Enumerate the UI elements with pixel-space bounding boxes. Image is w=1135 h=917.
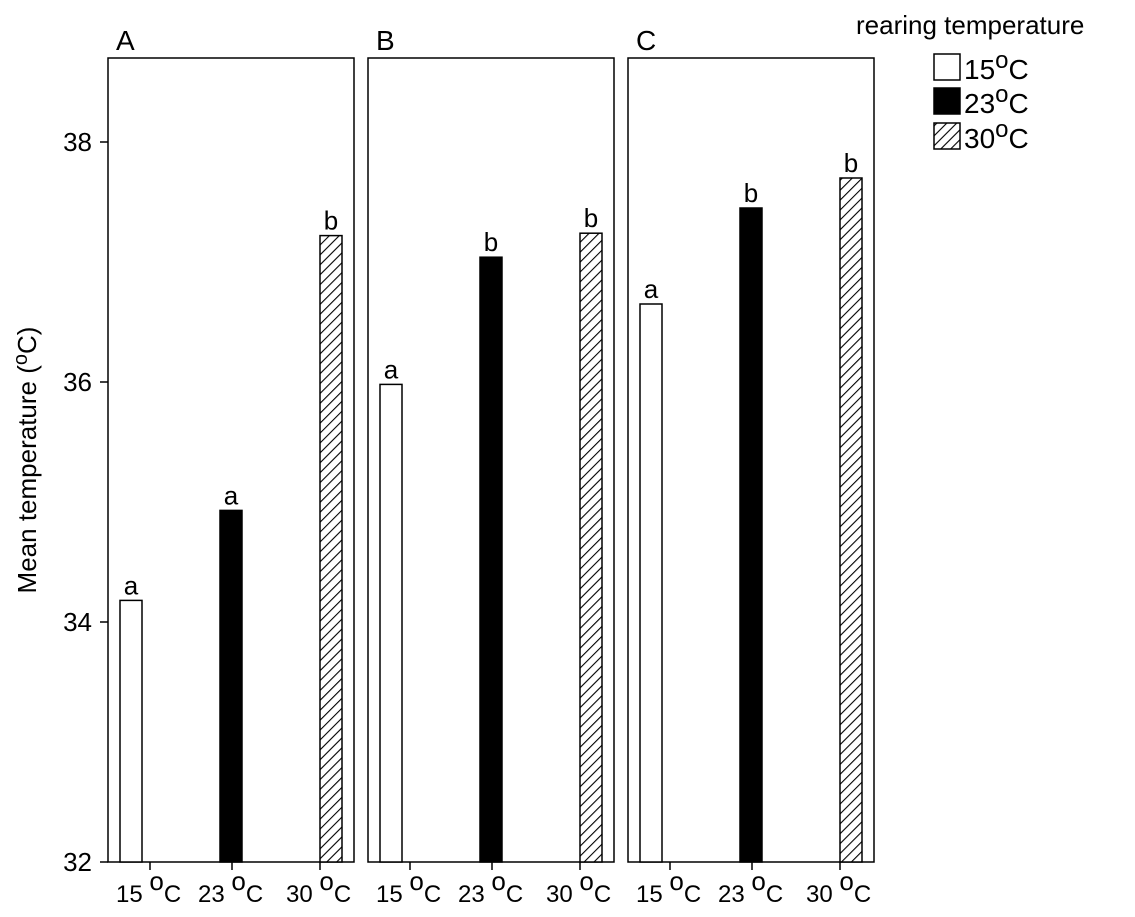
significance-letter: a	[384, 354, 399, 384]
legend-entry-sup: o	[995, 81, 1008, 108]
legend-entry-unit: C	[1009, 54, 1029, 85]
x-tick-label-sup: o	[491, 866, 505, 896]
x-tick-label-sup: o	[669, 866, 683, 896]
x-tick-label: 30 oC	[286, 866, 351, 908]
y-tick-label: 36	[63, 367, 92, 397]
x-tick-label-sup: o	[409, 866, 423, 896]
legend-entry-unit: C	[1009, 88, 1029, 119]
legend-entry-unit: C	[1009, 123, 1029, 154]
x-tick-label: 30 oC	[806, 866, 871, 908]
panel-label: C	[636, 25, 656, 56]
legend-entry: 23oC	[964, 81, 1029, 119]
x-tick-label-num: 30	[286, 881, 319, 908]
x-tick-label: 30 oC	[546, 866, 611, 908]
bar	[219, 509, 243, 863]
x-tick-label-unit: C	[164, 881, 181, 908]
significance-letter: b	[744, 178, 758, 208]
y-axis-label: Mean temperature (oC)	[10, 327, 42, 594]
x-tick-label-sup: o	[839, 866, 853, 896]
x-tick-label-sup: o	[231, 866, 245, 896]
legend-title: rearing temperature	[856, 10, 1084, 40]
legend-entry-sup: o	[995, 47, 1008, 74]
legend-entry-num: 30	[964, 123, 995, 154]
significance-letter: b	[324, 206, 338, 236]
x-tick-label-sup: o	[579, 866, 593, 896]
y-axis-label-sup: o	[10, 354, 32, 365]
significance-letter: b	[844, 148, 858, 178]
legend-entry-num: 15	[964, 54, 995, 85]
y-tick-label: 38	[63, 127, 92, 157]
y-axis-label-text: Mean temperature (	[12, 365, 42, 594]
bar	[379, 383, 403, 863]
x-tick-label: 23 oC	[718, 866, 783, 908]
legend-entry: 15oC	[964, 47, 1029, 85]
y-axis-label-end: C)	[12, 327, 42, 354]
x-tick-label-unit: C	[766, 881, 783, 908]
bar	[579, 232, 603, 863]
x-tick-label: 15 oC	[116, 866, 181, 908]
panel-label: B	[376, 25, 395, 56]
significance-letter: b	[584, 203, 598, 233]
bar	[119, 599, 143, 863]
x-tick-label-num: 23	[718, 881, 751, 908]
legend-entry-num: 23	[964, 88, 995, 119]
x-tick-label-unit: C	[246, 881, 263, 908]
x-tick-label-sup: o	[751, 866, 765, 896]
bar	[639, 303, 663, 863]
y-tick-label: 32	[63, 847, 92, 877]
panel-label: A	[116, 25, 135, 56]
significance-letter: a	[124, 570, 139, 600]
x-tick-label-num: 30	[806, 881, 839, 908]
significance-letter: b	[484, 227, 498, 257]
x-tick-label-num: 15	[376, 881, 409, 908]
x-tick-label-unit: C	[854, 881, 871, 908]
x-tick-label: 15 oC	[636, 866, 701, 908]
x-tick-label-sup: o	[149, 866, 163, 896]
legend-swatch	[933, 87, 961, 115]
y-tick-label: 34	[63, 607, 92, 637]
x-tick-label: 23 oC	[198, 866, 263, 908]
bar	[319, 234, 343, 863]
x-tick-label-num: 23	[198, 881, 231, 908]
significance-letter: a	[644, 274, 659, 304]
x-tick-label-num: 15	[636, 881, 669, 908]
bar	[739, 207, 763, 863]
legend-entry: 30oC	[964, 116, 1029, 154]
x-tick-label-num: 23	[458, 881, 491, 908]
x-tick-label-sup: o	[319, 866, 333, 896]
bar	[479, 256, 503, 863]
legend-swatch	[933, 122, 961, 150]
x-tick-label: 23 oC	[458, 866, 523, 908]
x-tick-label-unit: C	[594, 881, 611, 908]
bar	[839, 177, 863, 863]
x-tick-label-num: 30	[546, 881, 579, 908]
legend-entry-sup: o	[995, 116, 1008, 143]
x-tick-label-unit: C	[424, 881, 441, 908]
x-tick-label-unit: C	[334, 881, 351, 908]
x-tick-label: 15 oC	[376, 866, 441, 908]
significance-letter: a	[224, 480, 239, 510]
x-tick-label-unit: C	[506, 881, 523, 908]
legend-swatch	[933, 53, 961, 81]
x-tick-label-unit: C	[684, 881, 701, 908]
x-tick-label-num: 15	[116, 881, 149, 908]
